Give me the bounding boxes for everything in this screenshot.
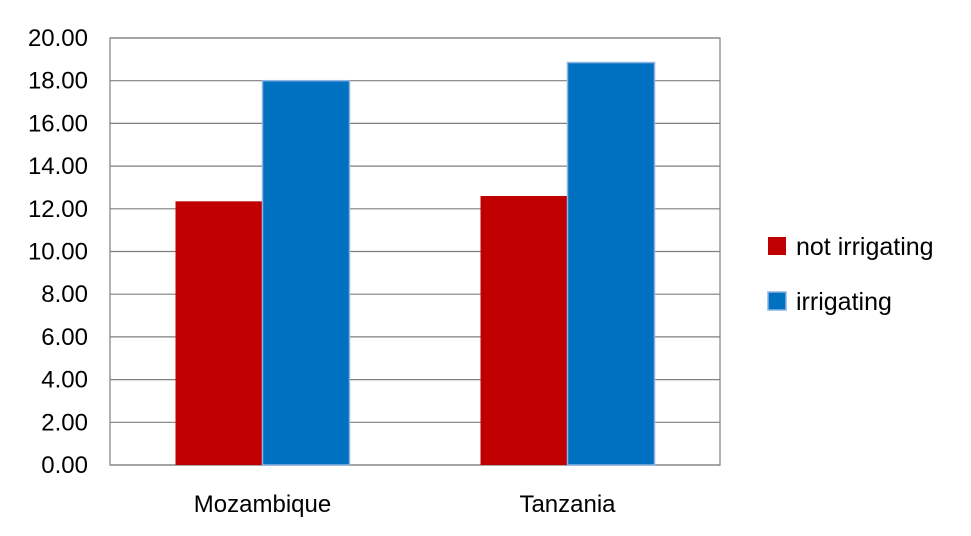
bar-not-irrigating-mozambique xyxy=(175,201,263,465)
legend-label: not irrigating xyxy=(796,233,934,261)
y-tick-label: 16.00 xyxy=(28,110,88,137)
legend-label: irrigating xyxy=(796,288,892,316)
y-tick-label: 8.00 xyxy=(41,281,88,308)
x-category-label: Tanzania xyxy=(519,491,616,518)
y-tick-label: 2.00 xyxy=(41,409,88,436)
y-tick-label: 12.00 xyxy=(28,196,88,223)
y-tick-label: 20.00 xyxy=(28,25,88,52)
y-tick-label: 18.00 xyxy=(28,68,88,95)
legend-swatch xyxy=(768,237,786,255)
y-tick-label: 4.00 xyxy=(41,367,88,394)
legend: not irrigating irrigating xyxy=(767,233,934,316)
y-axis-ticks: 0.00 2.00 4.00 6.00 8.00 10.00 12.00 14.00 16.00… xyxy=(28,25,88,479)
y-tick-label: 0.00 xyxy=(41,452,88,479)
y-tick-label: 6.00 xyxy=(41,324,88,351)
y-tick-label: 14.00 xyxy=(28,153,88,180)
x-category-label: Mozambique xyxy=(194,491,331,518)
legend-swatch xyxy=(767,291,787,311)
bar-not-irrigating-tanzania xyxy=(480,195,568,466)
bar-irrigating-tanzania xyxy=(566,61,656,466)
bar-irrigating-mozambique xyxy=(261,79,351,466)
bars xyxy=(175,61,656,466)
y-tick-label: 10.00 xyxy=(28,239,88,266)
x-axis-categories: Mozambique Tanzania xyxy=(194,491,616,518)
